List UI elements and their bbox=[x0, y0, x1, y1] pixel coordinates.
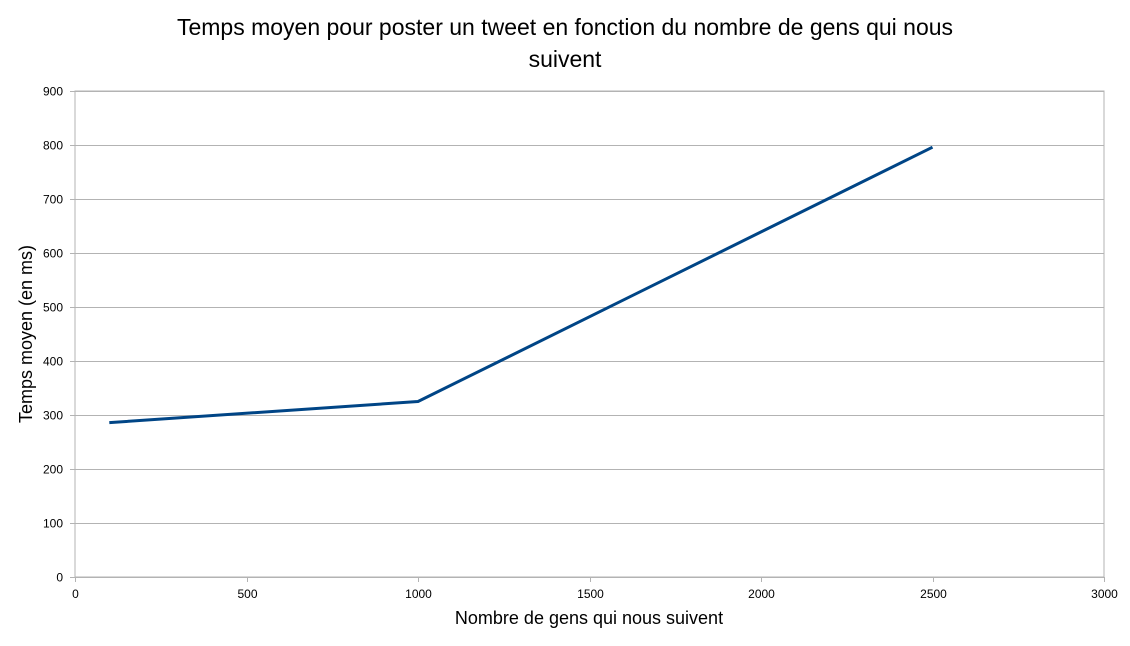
y-tick-label: 900 bbox=[43, 85, 63, 99]
y-tick-label: 400 bbox=[43, 355, 63, 369]
axis-ticks: 0 100 200 300 400 500 600 700 800 900 0 500 1000 1500… bbox=[43, 85, 1118, 602]
gridlines bbox=[75, 91, 1104, 578]
x-tick-label: 3000 bbox=[1091, 587, 1118, 601]
y-axis-title: Temps moyen (en ms) bbox=[16, 245, 36, 423]
x-tick-label: 2500 bbox=[920, 587, 947, 601]
series-layer bbox=[109, 145, 934, 425]
chart-title-line-2: suivent bbox=[529, 46, 602, 72]
y-tick-label: 300 bbox=[43, 409, 63, 423]
y-tick-label: 500 bbox=[43, 301, 63, 315]
chart-title-line-1: Temps moyen pour poster un tweet en fonc… bbox=[177, 14, 953, 40]
y-tick-label: 700 bbox=[43, 193, 63, 207]
y-tick-label: 0 bbox=[56, 571, 63, 585]
y-tick-label: 600 bbox=[43, 247, 63, 261]
y-tick-label: 800 bbox=[43, 139, 63, 153]
x-tick-label: 2000 bbox=[748, 587, 775, 601]
x-axis-title: Nombre de gens qui nous suivent bbox=[455, 608, 723, 628]
y-tick-label: 200 bbox=[43, 463, 63, 477]
x-tick-label: 1000 bbox=[405, 587, 432, 601]
x-tick-label: 0 bbox=[72, 587, 79, 601]
plot-area bbox=[74, 90, 1105, 578]
series-line bbox=[109, 145, 934, 425]
y-tick-label: 100 bbox=[43, 517, 63, 531]
x-tick-label: 1500 bbox=[577, 587, 604, 601]
x-tick-label: 500 bbox=[237, 587, 257, 601]
